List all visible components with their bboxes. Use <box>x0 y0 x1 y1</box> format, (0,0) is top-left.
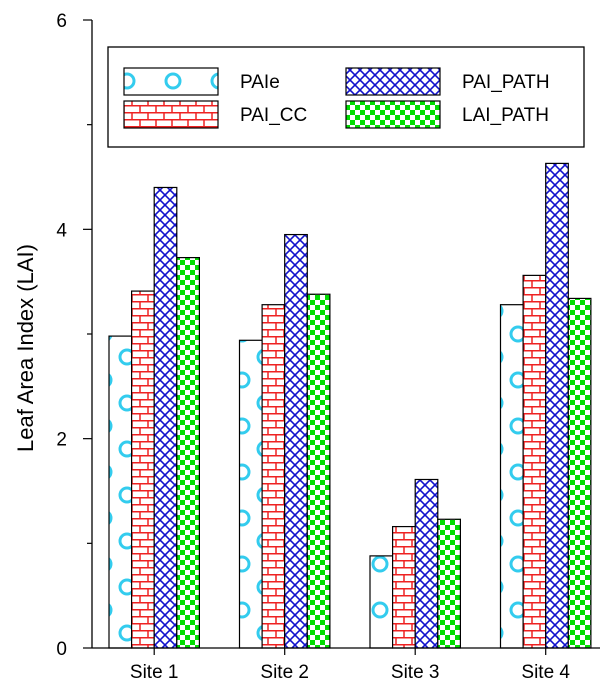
bar-pai-path-site-2 <box>284 233 308 649</box>
y-tick-label: 6 <box>56 11 67 32</box>
x-tick-label: Site 4 <box>521 662 570 683</box>
y-ticks: 0 2 4 6 <box>56 11 92 660</box>
x-tick-label: Site 1 <box>130 662 179 683</box>
legend-box <box>107 46 585 148</box>
bars-layer <box>108 162 592 649</box>
bar-lai-path-site-4 <box>567 297 592 649</box>
legend-swatch-pai-cc <box>123 100 219 129</box>
legend-swatch-pai-path <box>345 67 441 96</box>
legend-label-pai-path: PAI_PATH <box>462 72 550 93</box>
y-tick-label: 0 <box>56 639 67 660</box>
bar-pai-path-site-1 <box>153 186 178 649</box>
bar-paie-site-4 <box>499 304 524 649</box>
y-tick-label: 2 <box>56 430 67 451</box>
bar-pai-path-site-4 <box>545 162 569 649</box>
x-ticks: Site 1 Site 2 Site 3 Site 4 <box>130 648 570 683</box>
bar-pai-cc-site-3 <box>392 525 416 649</box>
legend-swatch-paie <box>123 67 219 96</box>
y-axis-title: Leaf Area Index (LAI) <box>13 244 38 452</box>
legend-label-lai-path: LAI_PATH <box>462 105 549 126</box>
bar-paie-site-1 <box>108 335 133 649</box>
bar-paie-site-2 <box>238 339 263 649</box>
legend-swatch-lai-path <box>345 100 441 129</box>
x-tick-label: Site 2 <box>260 662 309 683</box>
bar-pai-path-site-3 <box>414 478 439 649</box>
bar-pai-cc-site-4 <box>522 274 547 649</box>
bar-pai-cc-site-1 <box>131 290 155 649</box>
x-tick-label: Site 3 <box>391 662 440 683</box>
legend-label-pai-cc: PAI_CC <box>240 105 307 126</box>
legend: PAIe PAI_PATH PAI_CC LAI_PATH <box>107 46 585 148</box>
legend-label-paie: PAIe <box>240 72 280 93</box>
bar-pai-cc-site-2 <box>261 304 286 649</box>
bar-lai-path-site-2 <box>306 293 331 649</box>
y-tick-label: 4 <box>56 220 67 241</box>
bar-paie-site-3 <box>369 555 394 649</box>
bar-lai-path-site-3 <box>437 518 461 649</box>
bar-lai-path-site-1 <box>176 256 201 649</box>
